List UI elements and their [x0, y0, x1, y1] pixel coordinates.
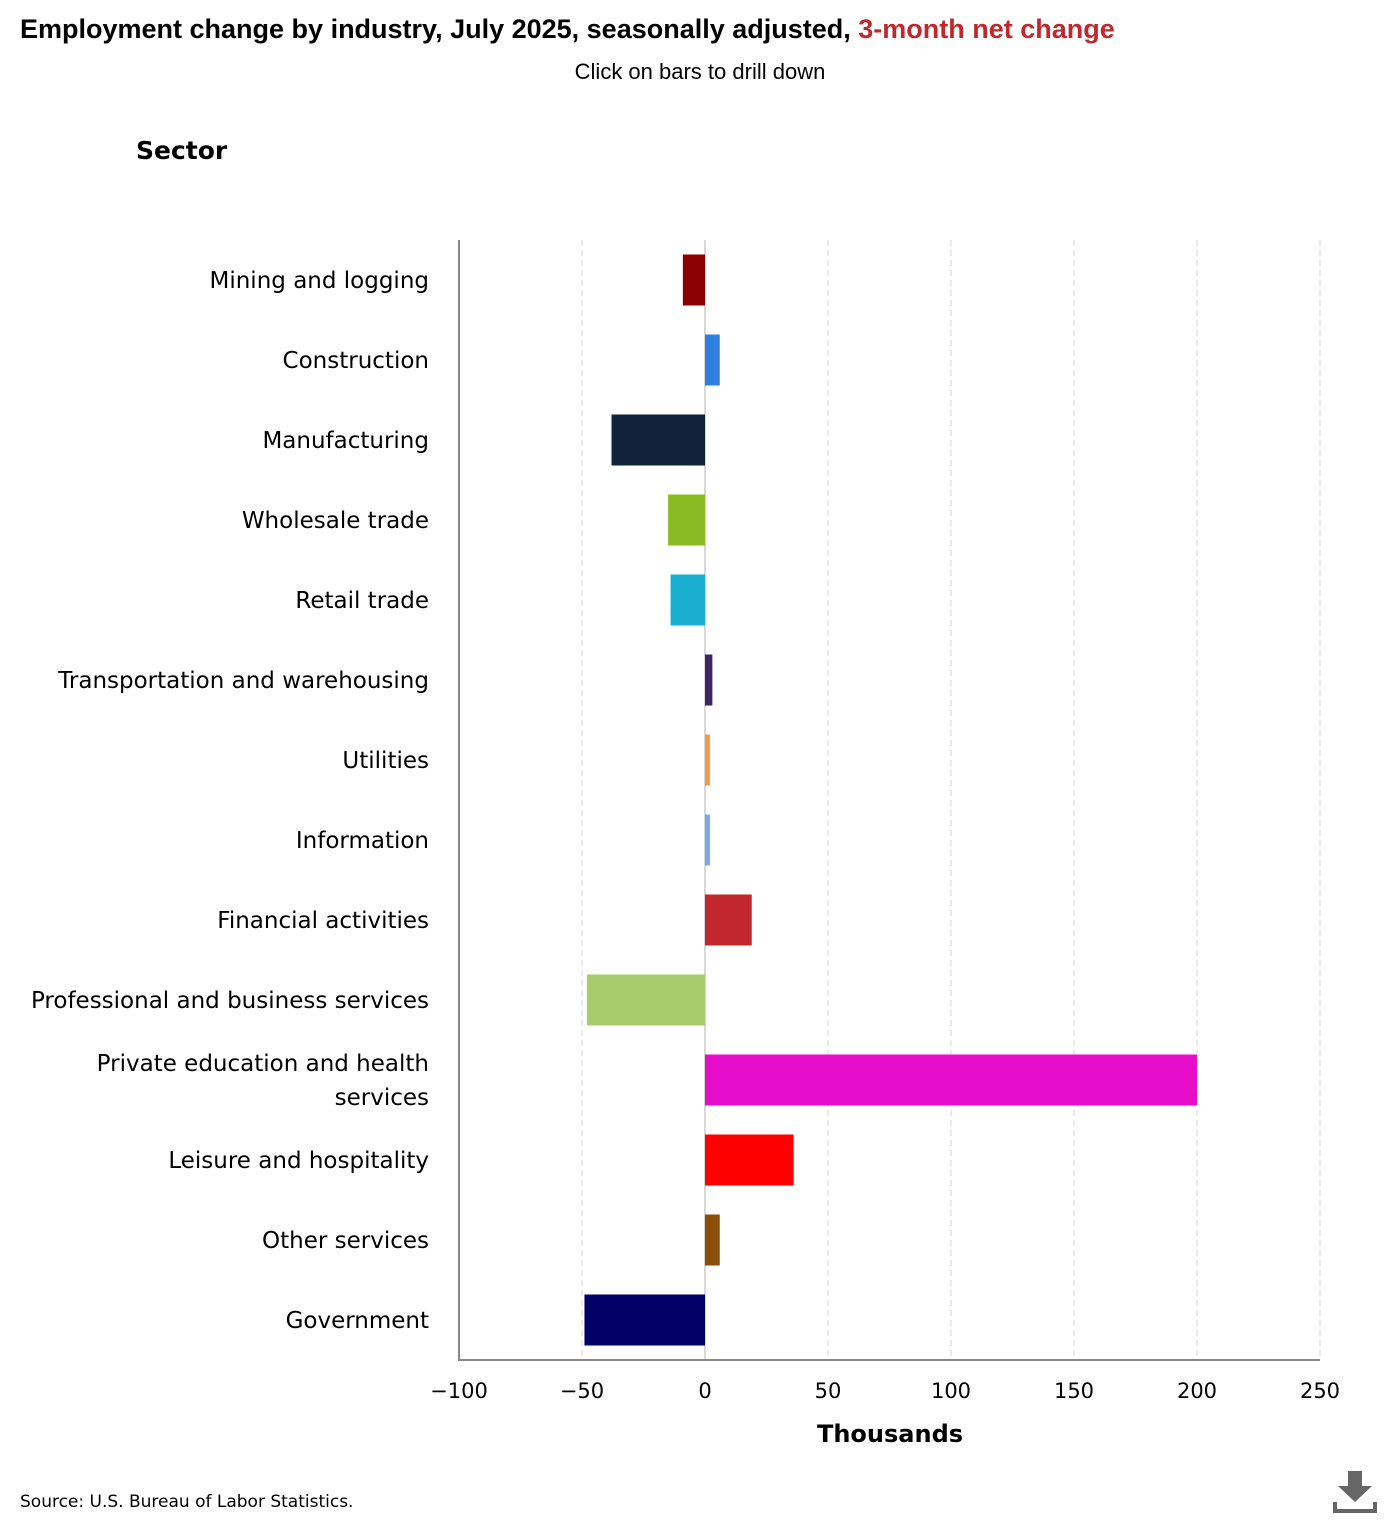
- download-icon[interactable]: [1332, 1468, 1378, 1516]
- chart-title: Employment change by industry, July 2025…: [20, 14, 1115, 45]
- bar-mining-and-logging[interactable]: [682, 254, 705, 306]
- bar-construction[interactable]: [705, 334, 720, 386]
- category-label: Other services: [262, 1228, 429, 1254]
- chart-subtitle: Click on bars to drill down: [574, 59, 826, 84]
- bar-professional-and-business-services[interactable]: [586, 974, 705, 1026]
- category-label: Leisure and hospitality: [168, 1148, 429, 1174]
- category-label: Mining and logging: [210, 268, 430, 294]
- gridlines: [581, 240, 1321, 1360]
- y-axis-heading: Sector: [136, 136, 228, 165]
- bar-retail-trade[interactable]: [670, 574, 705, 626]
- bar-chart: Mining and logging Construction Manufactur…: [31, 240, 1340, 1448]
- category-label: Transportation and warehousing: [57, 668, 429, 694]
- category-label: Construction: [283, 348, 429, 374]
- category-label: Professional and business services: [31, 988, 429, 1014]
- x-axis-label: Thousands: [817, 1420, 963, 1448]
- bar-manufacturing[interactable]: [611, 414, 705, 466]
- axes: [458, 240, 1320, 1361]
- bar-utilities[interactable]: [705, 734, 710, 786]
- bar-government[interactable]: [584, 1294, 705, 1346]
- x-tick-label: 250: [1300, 1379, 1340, 1403]
- bar-private-education-and-health-services[interactable]: [705, 1054, 1197, 1106]
- category-label: Financial activities: [217, 908, 429, 934]
- category-labels: Mining and logging Construction Manufactur…: [31, 268, 429, 1334]
- bar-wholesale-trade[interactable]: [668, 494, 705, 546]
- category-label: Utilities: [342, 748, 429, 774]
- category-label: Private education and health services: [97, 1051, 429, 1111]
- chart-title-main: Employment change by industry, July 2025…: [20, 14, 859, 44]
- x-tick-label: 200: [1177, 1379, 1217, 1403]
- x-tick-label: 100: [931, 1379, 971, 1403]
- x-tick-label: −50: [560, 1379, 604, 1403]
- source-note: Source: U.S. Bureau of Labor Statistics.: [20, 1492, 354, 1512]
- category-label: Manufacturing: [262, 428, 429, 454]
- x-tick-label: 150: [1054, 1379, 1094, 1403]
- bar-information[interactable]: [705, 814, 710, 866]
- tick-labels: −100 −50 0 50 100 150 200 250: [430, 1379, 1340, 1403]
- bar-transportation-and-warehousing[interactable]: [705, 654, 713, 706]
- bar-financial-activities[interactable]: [705, 894, 752, 946]
- bars: [584, 254, 1197, 1346]
- x-tick-label: 0: [698, 1379, 711, 1403]
- chart-title-highlight: 3-month net change: [858, 14, 1115, 44]
- category-label: Information: [296, 828, 429, 854]
- bar-leisure-and-hospitality[interactable]: [705, 1134, 794, 1186]
- category-label: Wholesale trade: [242, 508, 429, 534]
- x-tick-label: −100: [430, 1379, 488, 1403]
- x-tick-label: 50: [815, 1379, 842, 1403]
- category-label: Retail trade: [295, 588, 429, 614]
- category-label: Government: [286, 1308, 429, 1334]
- bar-other-services[interactable]: [705, 1214, 720, 1266]
